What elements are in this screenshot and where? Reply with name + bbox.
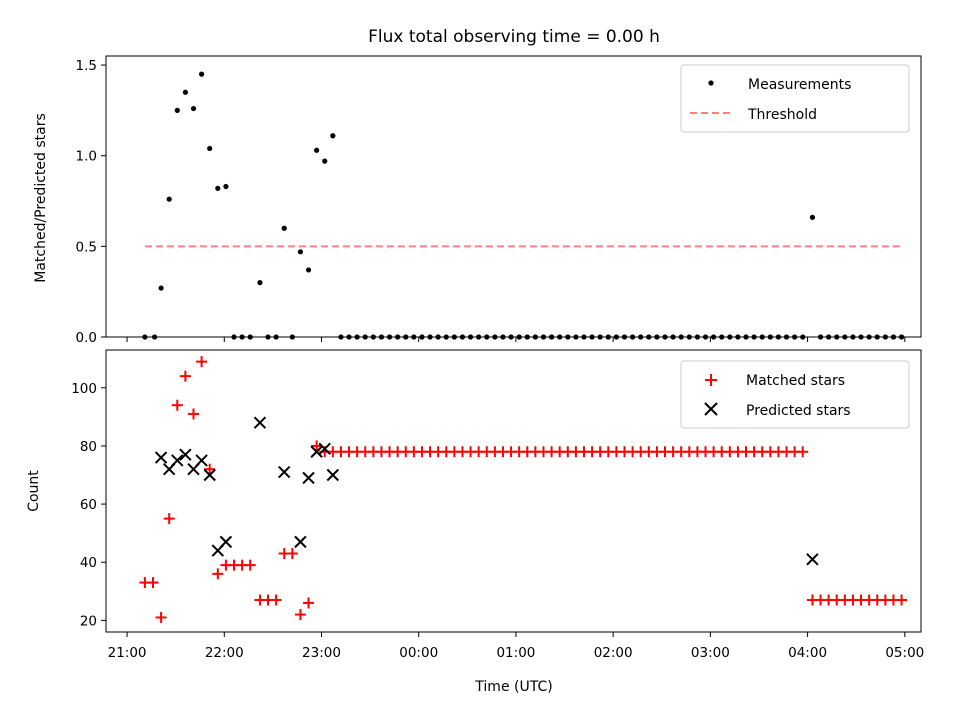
matched-star-point xyxy=(286,548,298,560)
predicted-star-point xyxy=(302,471,315,485)
x-tick-label: 01:00 xyxy=(496,645,535,661)
bottom-legend: Matched stars Predicted stars xyxy=(680,360,910,429)
measurement-point xyxy=(281,225,287,231)
measurement-point xyxy=(166,196,172,202)
matched-star-point xyxy=(187,408,199,420)
x-tick-label: 03:00 xyxy=(691,645,730,661)
matched-star-point xyxy=(294,609,306,621)
top-y-tick-label: 0.5 xyxy=(76,239,97,255)
legend-measurements-marker xyxy=(708,80,714,86)
x-tick-label: 04:00 xyxy=(788,645,827,661)
measurement-point xyxy=(198,71,205,77)
top-legend: Measurements Threshold xyxy=(680,64,910,133)
top-y-ticks: 0.0 0.5 1.0 1.5 xyxy=(76,58,106,346)
matched-star-point xyxy=(171,399,183,411)
top-y-tick-label: 1.5 xyxy=(76,58,97,74)
predicted-star-point xyxy=(326,468,340,482)
top-y-axis-label: Matched/Predicted stars xyxy=(33,113,49,283)
matched-star-point xyxy=(196,356,208,368)
measurement-point xyxy=(257,280,263,286)
measurement-point xyxy=(330,133,336,139)
bottom-y-tick-label: 60 xyxy=(80,497,97,513)
measurement-point xyxy=(182,89,188,95)
top-y-tick-label: 0.0 xyxy=(76,330,97,346)
matched-star-point xyxy=(147,577,159,589)
predicted-star-point xyxy=(171,454,184,467)
x-tick-label: 22:00 xyxy=(205,645,244,661)
matched-star-point xyxy=(896,594,908,606)
matched-star-point xyxy=(204,463,216,475)
bottom-plot-marks xyxy=(139,356,908,623)
predicted-star-point xyxy=(318,442,331,456)
matched-star-point xyxy=(179,370,191,382)
bottom-y-tick-label: 40 xyxy=(80,555,97,571)
matched-star-point xyxy=(797,446,809,458)
measurement-point xyxy=(809,214,816,220)
matched-star-point xyxy=(270,594,282,606)
predicted-star-point xyxy=(219,535,233,549)
measurement-point xyxy=(322,158,328,164)
legend-matched-marker xyxy=(705,374,717,386)
measurement-point xyxy=(314,147,320,153)
measurement-point xyxy=(207,145,213,152)
predicted-star-point xyxy=(806,553,819,566)
top-legend-box xyxy=(680,64,910,133)
predicted-star-point xyxy=(154,451,168,464)
bottom-y-tick-label: 20 xyxy=(80,613,97,629)
chart-title: Flux total observing time = 0.00 h xyxy=(368,27,660,47)
legend-matched-label: Matched stars xyxy=(746,373,845,389)
x-axis-label: Time (UTC) xyxy=(474,679,552,695)
bottom-x-ticks: 21:00 22:00 23:00 00:00 01:00 02:00 03:00 04:00… xyxy=(108,632,924,661)
top-plot-frame xyxy=(105,55,922,338)
predicted-star-point xyxy=(179,448,192,461)
top-y-tick-label: 1.0 xyxy=(76,149,97,165)
measurement-point xyxy=(158,285,164,291)
measurement-point xyxy=(305,267,312,273)
x-tick-label: 21:00 xyxy=(108,645,147,661)
x-tick-label: 00:00 xyxy=(399,645,438,661)
predicted-star-point xyxy=(253,416,267,429)
predicted-star-point xyxy=(278,465,291,479)
x-tick-label: 02:00 xyxy=(594,645,633,661)
measurement-point xyxy=(223,183,229,190)
matched-star-point xyxy=(303,597,315,609)
measurement-point xyxy=(190,105,197,112)
x-tick-label: 23:00 xyxy=(302,645,341,661)
bottom-legend-box xyxy=(680,360,910,429)
x-tick-label: 05:00 xyxy=(885,645,924,661)
matched-star-point xyxy=(212,568,224,580)
measurement-point xyxy=(174,107,180,113)
predicted-star-point xyxy=(195,454,208,467)
legend-predicted-label: Predicted stars xyxy=(746,403,851,419)
predicted-star-point xyxy=(294,535,307,549)
predicted-star-point xyxy=(310,445,323,458)
measurement-point xyxy=(297,249,304,255)
bottom-y-axis-label: Count xyxy=(26,470,42,512)
matched-star-point xyxy=(311,440,323,452)
top-panel: Matched/Predicted stars 0.0 0.5 1.0 1.5 Mea… xyxy=(33,55,922,346)
top-x-ticks xyxy=(126,337,906,342)
legend-measurements-label: Measurements xyxy=(748,77,851,93)
predicted-star-point xyxy=(203,468,216,482)
bottom-y-tick-label: 80 xyxy=(80,439,97,455)
legend-predicted-marker xyxy=(704,402,718,416)
matched-star-point xyxy=(163,513,175,525)
measurement-point xyxy=(215,185,221,191)
bottom-plot-frame xyxy=(105,349,922,633)
bottom-y-tick-label: 100 xyxy=(71,381,97,397)
legend-threshold-label: Threshold xyxy=(747,107,817,123)
matched-star-point xyxy=(155,611,167,623)
matched-star-point xyxy=(244,559,256,571)
bottom-y-ticks: 20 40 60 80 100 xyxy=(71,381,106,629)
